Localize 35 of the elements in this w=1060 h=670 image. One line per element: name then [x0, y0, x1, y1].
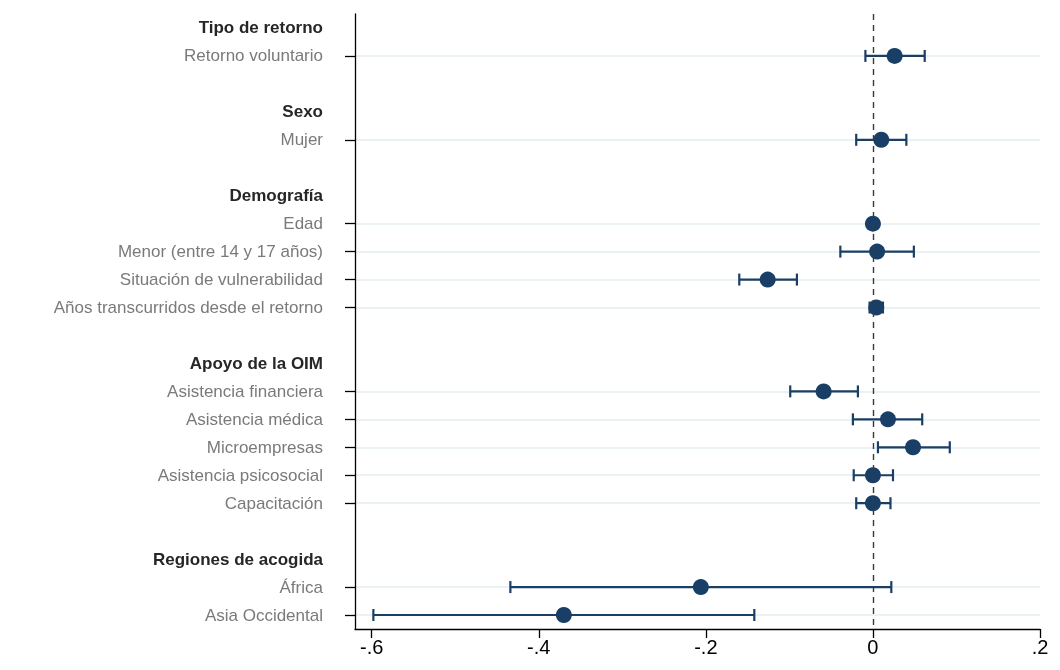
point [869, 243, 886, 260]
point [905, 439, 922, 456]
point [759, 271, 776, 288]
y-tick-label: Asistencia financiera [167, 381, 324, 401]
point [873, 131, 890, 148]
x-tick-label: -.2 [694, 636, 718, 658]
y-tick-label: Tipo de retorno [198, 18, 323, 38]
y-tick-label: Asistencia médica [185, 409, 324, 429]
y-tick-label: Capacitación [224, 493, 323, 513]
point [815, 383, 832, 400]
point [864, 495, 881, 512]
y-tick-label: África [279, 577, 324, 597]
point [864, 467, 881, 484]
y-tick-label: Retorno voluntario [184, 46, 323, 66]
y-tick-label: Mujer [280, 130, 324, 150]
y-tick-label: Demografía [229, 186, 324, 206]
point [886, 47, 903, 64]
y-tick-label: Edad [283, 214, 323, 234]
point [692, 579, 709, 596]
point [879, 411, 896, 428]
x-tick-label: -.6 [360, 636, 384, 658]
y-tick-label: Situación de vulnerabilidad [119, 270, 323, 290]
y-tick-label: Apoyo de la OIM [189, 353, 323, 373]
y-tick-label: Regiones de acogida [152, 549, 324, 569]
y-tick-label: Asistencia psicosocial [157, 465, 323, 485]
y-tick-label: Menor (entre 14 y 17 años) [117, 242, 323, 262]
x-tick-label: -.4 [527, 636, 551, 658]
x-tick-label: .2 [1031, 636, 1049, 658]
x-tick-label: 0 [867, 636, 879, 658]
y-tick-label: Sexo [282, 102, 323, 122]
point [555, 607, 572, 624]
point [864, 215, 881, 232]
y-tick-label: Microempresas [206, 437, 323, 457]
y-tick-label: Asia Occidental [204, 605, 323, 625]
y-tick-label: Años transcurridos desde el retorno [53, 298, 323, 318]
